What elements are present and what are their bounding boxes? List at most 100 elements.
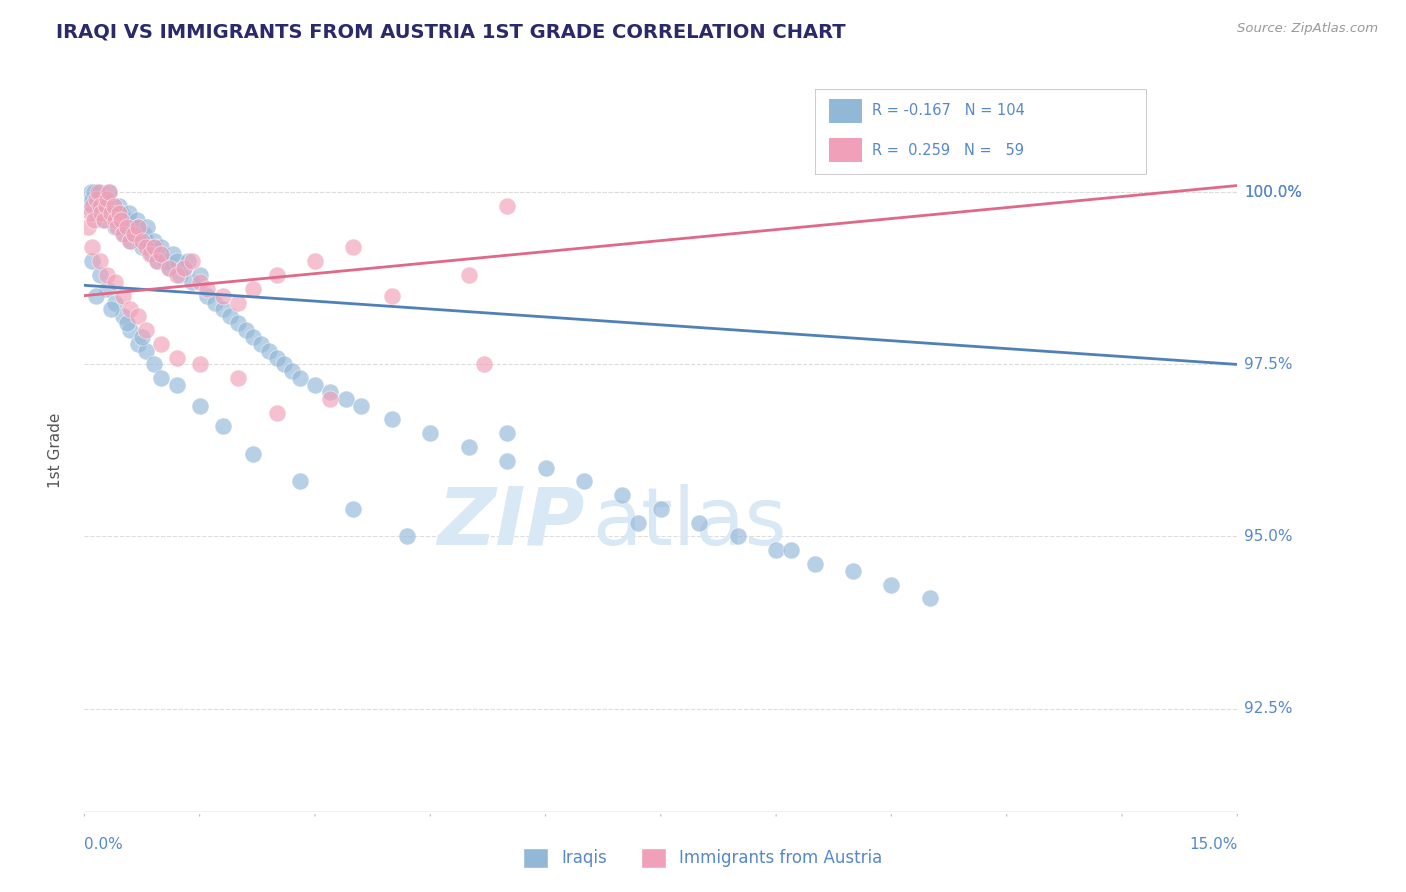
Point — [115, 316, 138, 330]
Text: 1st Grade: 1st Grade — [48, 413, 63, 488]
Point — [242, 447, 264, 461]
Point — [142, 234, 165, 248]
Point — [111, 219, 134, 234]
Point — [688, 516, 710, 530]
Point — [94, 199, 117, 213]
Point — [128, 234, 150, 248]
Text: IRAQI VS IMMIGRANTS FROM AUSTRIA 1ST GRADE CORRELATION CHART: IRAQI VS IMMIGRANTS FROM AUSTRIA 1ST GRA… — [56, 22, 846, 41]
Point — [188, 358, 211, 372]
Point — [381, 288, 404, 302]
Point — [80, 192, 103, 206]
Text: 15.0%: 15.0% — [1189, 837, 1237, 852]
Point — [146, 254, 169, 268]
Point — [195, 288, 218, 302]
Point — [127, 219, 149, 234]
Point — [157, 261, 180, 276]
Point — [572, 475, 595, 489]
Point — [188, 399, 211, 413]
Point — [96, 192, 118, 206]
Point — [138, 240, 160, 254]
Point — [77, 199, 100, 213]
Point — [211, 302, 233, 317]
Point — [105, 219, 128, 234]
Point — [80, 199, 103, 213]
Point — [627, 516, 650, 530]
Point — [162, 247, 184, 261]
Point — [79, 186, 101, 200]
Point — [153, 254, 176, 268]
Point — [127, 219, 149, 234]
Point — [780, 543, 803, 558]
Point — [80, 240, 103, 254]
Point — [111, 227, 134, 241]
Point — [87, 192, 110, 206]
Point — [84, 288, 107, 302]
Point — [304, 254, 326, 268]
Point — [266, 268, 288, 282]
Point — [104, 219, 127, 234]
Point — [87, 186, 110, 200]
Point — [96, 282, 118, 296]
Point — [135, 234, 157, 248]
Point — [97, 186, 120, 200]
Point — [304, 378, 326, 392]
Point — [118, 206, 141, 220]
Point — [350, 399, 373, 413]
Point — [288, 475, 311, 489]
Text: R = -0.167   N = 104: R = -0.167 N = 104 — [872, 103, 1025, 119]
Point — [127, 336, 149, 351]
Point — [79, 206, 101, 220]
Point — [166, 378, 188, 392]
Point — [457, 440, 479, 454]
Point — [89, 186, 111, 200]
Point — [84, 192, 107, 206]
Point — [124, 227, 146, 241]
Point — [342, 502, 364, 516]
Point — [457, 268, 479, 282]
Point — [131, 234, 153, 248]
Point — [96, 192, 118, 206]
Point — [89, 268, 111, 282]
Point — [842, 564, 865, 578]
Point — [204, 295, 226, 310]
Point — [143, 240, 166, 254]
Point — [96, 268, 118, 282]
Point — [110, 206, 132, 220]
Point — [396, 529, 419, 543]
Point — [120, 234, 142, 248]
Point — [135, 240, 157, 254]
Point — [177, 254, 200, 268]
Point — [100, 206, 122, 220]
Point — [104, 213, 127, 227]
Point — [211, 288, 233, 302]
Point — [150, 240, 173, 254]
Text: 100.0%: 100.0% — [1244, 185, 1302, 200]
Point — [108, 206, 131, 220]
Point — [219, 310, 242, 324]
Point — [142, 240, 165, 254]
Point — [342, 240, 364, 254]
Point — [226, 316, 249, 330]
Point — [104, 295, 127, 310]
Point — [131, 330, 153, 344]
Point — [765, 543, 787, 558]
Point — [288, 371, 311, 385]
Point — [534, 460, 557, 475]
Point — [111, 310, 134, 324]
Point — [166, 268, 188, 282]
Point — [146, 254, 169, 268]
Point — [141, 247, 163, 261]
Point — [108, 199, 131, 213]
Point — [103, 199, 125, 213]
Point — [138, 247, 160, 261]
Point — [650, 502, 672, 516]
Point — [472, 358, 495, 372]
FancyBboxPatch shape — [828, 138, 862, 162]
Point — [419, 426, 441, 441]
Point — [127, 310, 149, 324]
Point — [89, 199, 111, 213]
Point — [131, 240, 153, 254]
Point — [496, 426, 519, 441]
Point — [496, 454, 519, 468]
Point — [195, 282, 218, 296]
